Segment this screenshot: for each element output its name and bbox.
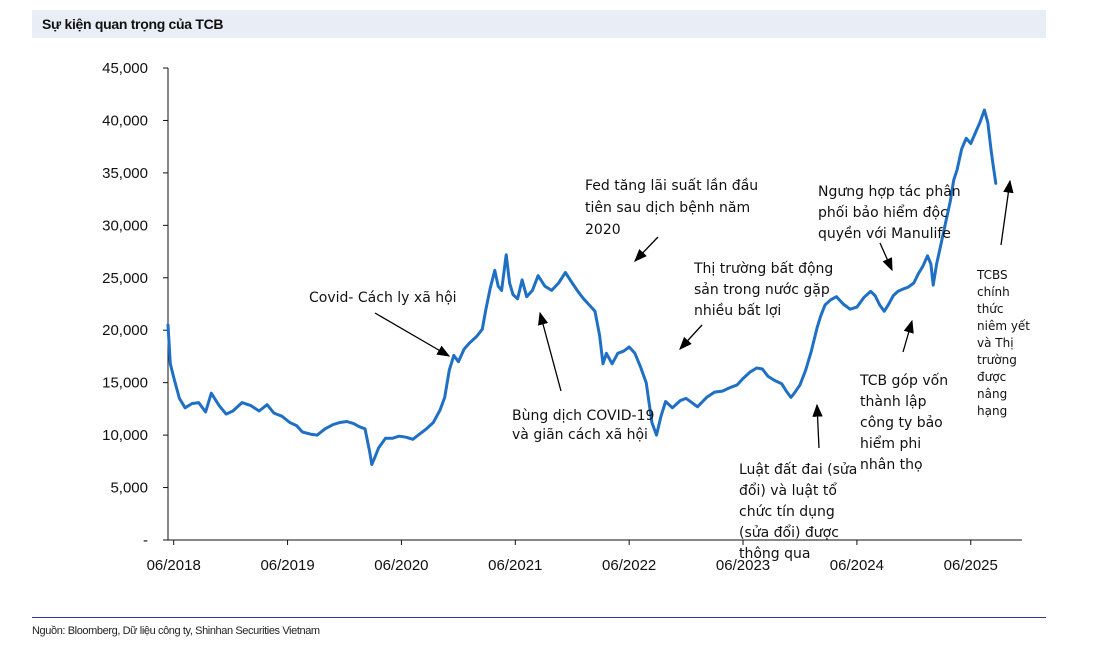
x-tick-label: 06/2022: [602, 557, 656, 574]
y-tick-label: 30,000: [102, 217, 148, 234]
x-tick-label: 06/2023: [716, 557, 770, 574]
annotation-line: Luật đất đai (sửa: [739, 462, 857, 478]
annotation-1: Bùng dịch COVID-19 và giãn cách xã hội: [512, 408, 654, 443]
y-tick-label: 20,000: [102, 322, 148, 339]
series-line-tcb: [166, 108, 998, 466]
annotation-line: và Thị: [977, 336, 1014, 350]
x-tick-label: 06/2021: [488, 557, 542, 574]
x-tick-label: 06/2018: [147, 557, 201, 574]
annotation-line: được: [977, 370, 1006, 384]
chart-panel: - 5,000 10,000 15,000 20,000 25,000 30,000 35,0…: [32, 38, 1046, 600]
annotation-line: Bùng dịch COVID-19: [512, 408, 654, 424]
annotation-2: Fed tăng lãi suất lần đầu tiên sau dịch b…: [585, 178, 758, 238]
annotation-line: niêm yết: [977, 319, 1030, 333]
annotation-line: đổi) và luật tổ: [739, 482, 837, 499]
source-note: Nguồn: Bloomberg, Dữ liệu công ty, Shinh…: [32, 625, 320, 637]
y-tick-label: 10,000: [102, 427, 148, 444]
y-tick-label: 15,000: [102, 375, 148, 392]
chart-title: Sự kiện quan trọng của TCB: [42, 16, 224, 32]
footer-divider: [32, 617, 1046, 618]
annotation-line: trường: [977, 353, 1017, 367]
annotation-arrow: [812, 403, 823, 449]
annotation-line: thông qua: [739, 546, 810, 562]
y-tick-label: 35,000: [102, 165, 148, 182]
annotation-arrow: [374, 312, 451, 357]
annotation-line: nhiều bất lợi: [694, 302, 781, 319]
annotation-line: Ngưng hợp tác phân: [818, 184, 961, 200]
y-tick-label: -: [143, 532, 148, 549]
annotation-line: và giãn cách xã hội: [512, 427, 648, 443]
annotation-line: Fed tăng lãi suất lần đầu: [585, 178, 758, 194]
annotation-line: phối bảo hiểm độc: [818, 204, 948, 221]
y-tick-label: 40,000: [102, 112, 148, 129]
annotation-line: hạng: [977, 404, 1007, 418]
y-tick-label: 5,000: [110, 480, 148, 497]
x-tick-label: 06/2024: [830, 557, 884, 574]
y-tick-label: 45,000: [102, 60, 148, 77]
annotation-line: công ty bảo: [860, 415, 943, 431]
annotation-3: Thị trường bất động sản trong nước gặp nhi…: [693, 261, 833, 319]
annotation-line: nhân thọ: [860, 457, 923, 473]
annotation-arrow: [679, 324, 703, 350]
annotation-4: Luật đất đai (sửa đổi) và luật tổ chức tín…: [739, 462, 857, 562]
annotation-arrow: [538, 311, 562, 392]
annotation-0: Covid- Cách ly xã hội: [309, 290, 457, 306]
annotation-line: (sửa đổi) được: [739, 524, 839, 541]
annotation-line: tiên sau dịch bệnh năm: [585, 200, 750, 216]
x-tick-label: 06/2019: [260, 557, 314, 574]
annotation-line: Covid- Cách ly xã hội: [309, 290, 457, 306]
y-tick-label: 25,000: [102, 270, 148, 287]
annotation-7: TCBS chính thức niêm yết và Thị trường được nân…: [976, 268, 1030, 418]
annotation-line: nâng: [977, 387, 1007, 401]
annotation-arrow: [634, 236, 659, 262]
chart-header: Sự kiện quan trọng của TCB: [32, 10, 1046, 38]
annotation-line: 2020: [585, 222, 621, 238]
annotation-arrow: [1000, 179, 1014, 246]
annotation-line: TCB góp vốn: [859, 372, 948, 389]
tcb-price-chart: - 5,000 10,000 15,000 20,000 25,000 30,000 35,0…: [102, 60, 1030, 574]
annotation-line: thành lập: [860, 394, 927, 410]
annotation-line: hiểm phi: [860, 435, 921, 452]
annotation-arrow: [902, 319, 914, 353]
annotation-6: TCB góp vốn thành lập công ty bảo hiểm phi n…: [859, 372, 948, 473]
annotation-arrow: [879, 242, 893, 272]
annotation-5: Ngưng hợp tác phân phối bảo hiểm độc quyền…: [818, 184, 961, 242]
annotation-line: quyền với Manulife: [818, 225, 951, 242]
annotation-line: chính: [977, 285, 1010, 299]
annotation-line: TCBS: [976, 268, 1008, 282]
x-tick-label: 06/2020: [374, 557, 428, 574]
annotation-line: sản trong nước gặp: [694, 282, 830, 298]
x-tick-label: 06/2025: [944, 557, 998, 574]
annotation-line: chức tín dụng: [739, 504, 835, 520]
annotation-line: Thị trường bất động: [693, 261, 833, 277]
annotation-line: thức: [977, 302, 1004, 316]
